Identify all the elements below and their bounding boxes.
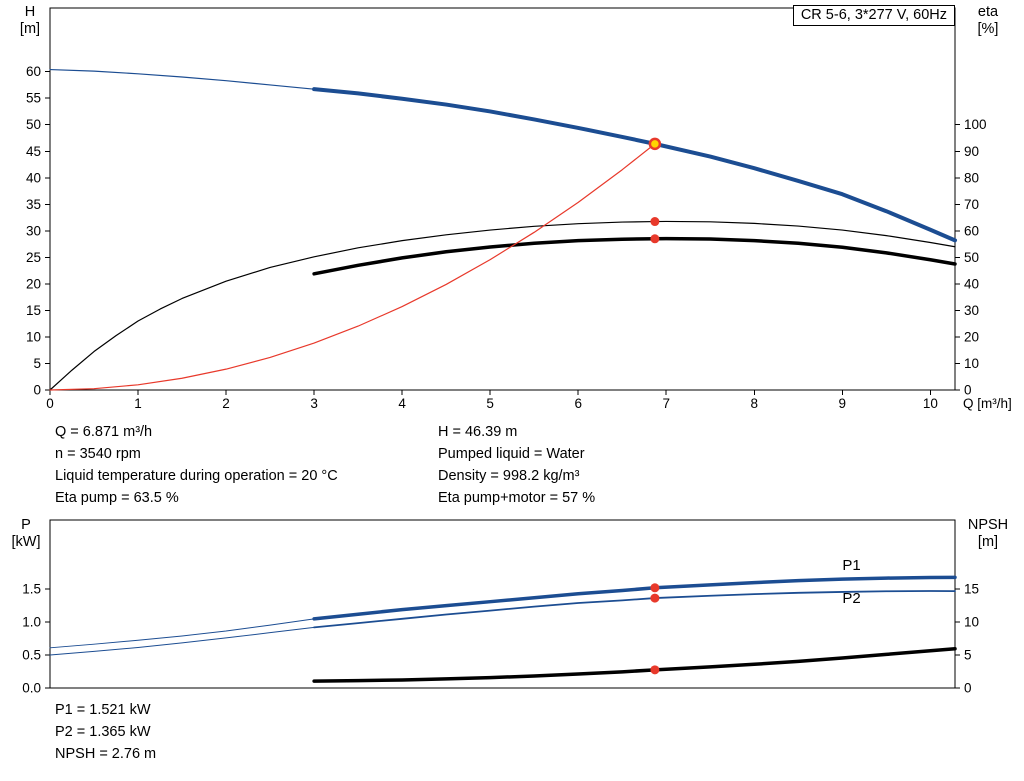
x-axis-unit-label: Q [m³/h] — [963, 396, 1012, 411]
y-left-tick-label: 40 — [26, 170, 41, 185]
y-right-tick-label: 20 — [964, 329, 979, 344]
x-tick-label: 5 — [486, 396, 494, 411]
y-right-tick-label: 15 — [964, 582, 979, 597]
annotation-npsh-value: NPSH = 2.76 m — [55, 746, 157, 762]
h-axis-label: H [m] — [12, 4, 48, 38]
eta-axis-label: eta [%] — [966, 4, 1010, 38]
y-left-tick-label: 10 — [26, 329, 41, 344]
annotation-h-value: H = 46.39 m — [438, 424, 518, 440]
y-right-tick-label: 5 — [964, 648, 972, 663]
y-right-tick-label: 60 — [964, 223, 979, 238]
y-right-tick-label: 40 — [964, 276, 979, 291]
y-left-tick-label: 60 — [26, 64, 41, 79]
x-tick-label: 8 — [751, 396, 759, 411]
y-left-tick-label: 0.0 — [22, 681, 41, 696]
y-left-tick-label: 55 — [26, 91, 41, 106]
p-axis-label-unit: [kW] — [11, 534, 41, 550]
y-left-tick-label: 35 — [26, 197, 41, 212]
annotation-liquid-temperature: Liquid temperature during operation = 20… — [55, 468, 338, 484]
marker-npsh-point — [650, 665, 660, 675]
annotation-p1-value: P1 = 1.521 kW — [55, 702, 151, 718]
series-p2-curve-thin — [49, 626, 315, 656]
y-left-tick-label: 50 — [26, 117, 41, 132]
x-tick-label: 3 — [310, 396, 318, 411]
annotation-q-value: Q = 6.871 m³/h — [55, 424, 153, 440]
y-right-tick-label: 100 — [964, 117, 987, 132]
x-tick-label: 1 — [134, 396, 142, 411]
series-qh-curve-thin — [49, 68, 315, 90]
y-left-tick-label: 45 — [26, 144, 41, 159]
x-tick-label: 0 — [46, 396, 54, 411]
plot-frame — [49, 519, 956, 689]
y-right-tick-label: 80 — [964, 170, 979, 185]
x-tick-label: 10 — [923, 396, 938, 411]
npsh-axis-label-unit: [m] — [977, 534, 999, 550]
y-left-tick-label: 15 — [26, 303, 41, 318]
series-eta-pump-curve — [49, 220, 956, 391]
power-npsh-chart: 0.0 0.5 1.0 1.5 0 5 10 15 P1 P2 — [22, 519, 979, 696]
curve-label-p2: P2 — [842, 590, 860, 607]
npsh-axis-label-symbol: NPSH — [967, 517, 1009, 533]
hq-eta-chart: 0 1 2 3 4 5 6 7 8 9 100510152025303540455055600102… — [26, 7, 1012, 411]
series-p1-curve-thin — [49, 618, 315, 649]
plot-frame — [49, 7, 956, 391]
x-tick-label: 2 — [222, 396, 230, 411]
y-right-tick-label: 0 — [964, 383, 972, 398]
x-tick-label: 6 — [574, 396, 582, 411]
y-left-tick-label: 25 — [26, 250, 41, 265]
annotation-block-bottom: P1 = 1.521 kW P2 = 1.365 kW NPSH = 2.76 … — [55, 699, 156, 765]
y-left-tick-label: 1.5 — [22, 582, 41, 597]
annotation-density: Density = 998.2 kg/m³ — [438, 468, 580, 484]
series-qh-curve — [312, 87, 957, 243]
annotation-speed-value: n = 3540 rpm — [55, 446, 141, 462]
annotation-eta-pump: Eta pump = 63.5 % — [55, 490, 179, 506]
series-p1-curve — [312, 575, 957, 621]
y-left-tick-label: 1.0 — [22, 615, 41, 630]
y-right-tick-label: 10 — [964, 615, 979, 630]
y-right-tick-label: 70 — [964, 197, 979, 212]
y-left-tick-label: 5 — [33, 356, 41, 371]
curve-label-p1: P1 — [842, 557, 860, 574]
p-axis-label: P [kW] — [4, 517, 48, 551]
y-right-tick-label: 0 — [964, 681, 972, 696]
h-axis-label-unit: [m] — [19, 21, 41, 37]
eta-axis-label-unit: [%] — [977, 21, 999, 37]
series-p2-curve — [313, 590, 956, 629]
p-axis-label-symbol: P — [21, 517, 31, 533]
y-right-tick-label: 30 — [964, 303, 979, 318]
y-left-tick-label: 0 — [33, 383, 41, 398]
y-right-tick-label: 50 — [964, 250, 979, 265]
y-left-tick-label: 20 — [26, 276, 41, 291]
pump-title-box: CR 5-6, 3*277 V, 60Hz — [792, 5, 955, 26]
y-left-tick-label: 0.5 — [22, 648, 41, 663]
h-axis-label-symbol: H — [24, 4, 36, 20]
annotation-pumped-liquid: Pumped liquid = Water — [438, 446, 585, 462]
marker-p2-point — [650, 593, 660, 603]
annotation-block-left: Q = 6.871 m³/h n = 3540 rpm Liquid tempe… — [55, 421, 338, 509]
series-npsh-curve — [312, 647, 957, 683]
x-tick-label: 7 — [662, 396, 670, 411]
marker-eta-pump-motor-point — [650, 234, 660, 244]
series-eta-pump-motor-curve — [312, 236, 957, 276]
x-tick-label: 9 — [839, 396, 847, 411]
annotation-eta-pump-motor: Eta pump+motor = 57 % — [438, 490, 596, 506]
marker-duty-point[interactable] — [648, 137, 662, 151]
y-right-tick-label: 90 — [964, 144, 979, 159]
marker-eta-pump-point — [650, 217, 660, 227]
eta-axis-label-symbol: eta — [977, 4, 999, 20]
series-system-curve — [49, 143, 656, 391]
x-tick-label: 4 — [398, 396, 406, 411]
y-left-tick-label: 30 — [26, 223, 41, 238]
npsh-axis-label: NPSH [m] — [958, 517, 1018, 551]
annotation-block-right: H = 46.39 m Pumped liquid = Water Densit… — [438, 421, 595, 509]
annotation-p2-value: P2 = 1.365 kW — [55, 724, 151, 740]
y-right-tick-label: 10 — [964, 356, 979, 371]
marker-p1-point — [650, 583, 660, 593]
